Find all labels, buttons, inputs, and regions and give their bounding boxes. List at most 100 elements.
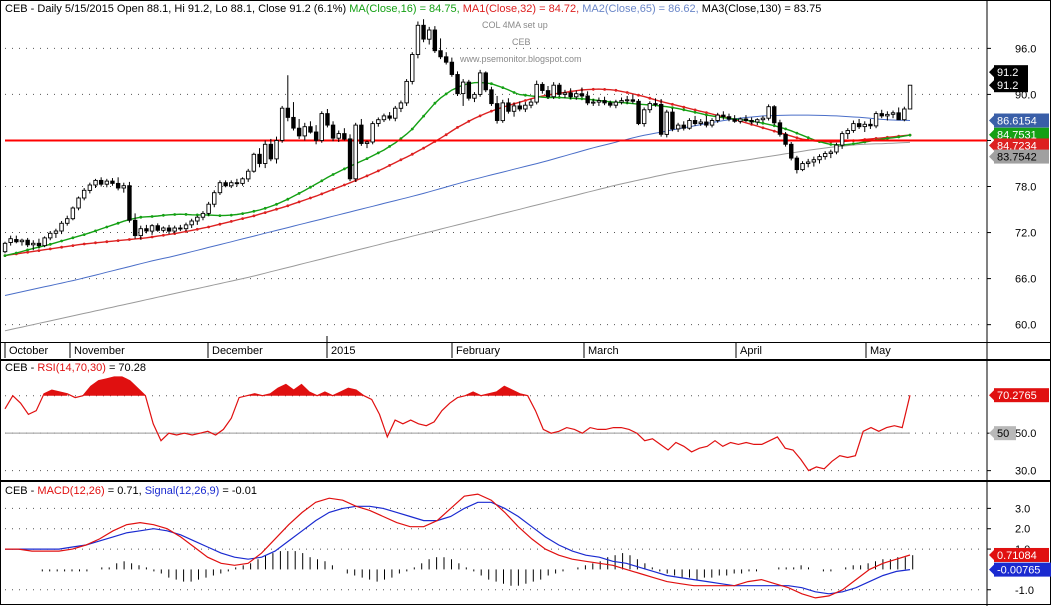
ma16-line-marker [60,239,63,243]
candle-body [845,130,850,135]
month-label: October [9,345,48,357]
candle-body [398,102,404,109]
watermark-line-1: COL 4MA set up [482,20,548,30]
ma32-line-marker [399,158,403,162]
price-tag-bg [994,127,1049,142]
candle-body [602,100,607,104]
ma16-line-marker [184,213,188,216]
candle-body [460,81,466,95]
candle-body [144,228,149,232]
candle-body [296,127,302,137]
month-label: April [740,345,762,357]
ma16-line-marker [94,229,97,233]
candle-body [630,99,636,102]
candle-body [811,159,817,163]
candle-body [427,29,432,40]
ma32-line-marker [343,183,346,187]
candle-body [506,102,511,112]
candle-body [517,105,522,110]
candle-body [591,101,596,104]
ma16-line-marker [671,106,674,109]
ma16-line-marker [229,213,233,217]
candle-body [772,106,777,124]
candle-body [438,50,443,58]
candle-body [568,92,573,98]
price-value-tag: 91.2 [997,80,1018,92]
candle-body [149,225,155,232]
candle-body [364,141,370,144]
ma32-line-marker [478,114,482,118]
candle-body [738,118,743,122]
candle-body [907,84,913,110]
ma16-line-marker [162,213,165,217]
candle-body [166,227,172,232]
candle-body [681,124,686,129]
candle-body [664,111,669,135]
ma32-line-marker [693,108,697,112]
candle-body [709,120,715,126]
ma16-line-marker [897,135,901,139]
candle-body [449,61,455,75]
month-label: 2015 [331,345,355,357]
ma16-line-marker [218,214,222,218]
candle-body [370,123,375,143]
candle-body [432,29,438,52]
ma16-line-marker [195,213,199,217]
candle-body [376,119,381,124]
ma32-line-marker [671,102,674,106]
rsi-value: = 70.28 [105,362,146,374]
price-tag-pointer [989,80,994,91]
candle-body [93,179,98,186]
price-tag-bg [994,78,1028,93]
ma32-line-marker [26,250,29,254]
candle-body [562,92,568,95]
candle-body [483,72,488,91]
ma16-line-marker [376,151,380,155]
ma32-line-marker [637,93,640,97]
candle-body [53,230,59,234]
ma32-line-marker [388,164,391,167]
candle-body [777,122,783,135]
ma16-line-marker [309,185,312,189]
candle-body [161,227,166,231]
price-tick-label: 96.0 [1015,43,1036,55]
ma16-line-marker [557,96,561,99]
candle-body [789,143,794,159]
candle-body [234,182,240,185]
candle-body [308,126,313,133]
ma16-line-marker [422,114,425,118]
ma32-line-marker [218,222,222,226]
ma16-line-marker [852,142,855,146]
rsi-sep: - [27,362,38,374]
ma32-line-marker [297,200,301,204]
candle-body [545,90,551,98]
candle-body [856,123,862,128]
macd-name: MACD(12,26) [37,485,105,497]
ma16-line-marker [116,221,120,225]
macd-value-tag: -0.00765 [997,565,1040,577]
candle-body [246,170,251,180]
ma16-line-marker [886,137,889,140]
ma16-line-marker [343,167,346,171]
ma16-line-marker [320,179,324,183]
candle-body [359,124,364,144]
ma32-line-marker [795,136,799,140]
candle-body [851,123,856,131]
candle-body [528,101,534,106]
candle-body [585,95,590,104]
candle-body [670,111,675,130]
ma32-line-marker [376,169,380,173]
ma32-line-marker [263,211,267,215]
candle-body [189,220,194,226]
macd-value-tag: 0.71084 [997,550,1037,562]
rsi-tag-pointer [989,428,994,439]
ma16-line-marker [82,233,86,237]
ma32-line-marker [94,241,97,245]
candle-body [557,84,562,95]
ma32-line-marker [37,249,41,253]
ma16-line-marker [501,86,505,89]
rsi-overbought-fill [246,384,364,396]
macd-tag-bg [994,562,1051,577]
candle-body [121,185,126,189]
